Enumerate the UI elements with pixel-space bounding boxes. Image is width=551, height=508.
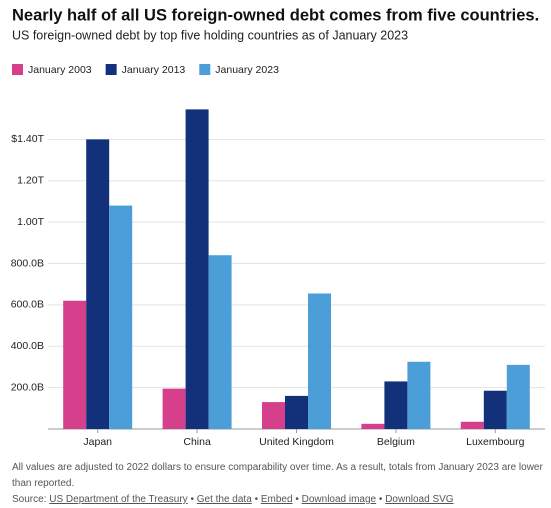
- bar: [460, 421, 484, 429]
- legend-swatch: [105, 64, 117, 75]
- bar: [63, 300, 87, 429]
- bar: [86, 139, 110, 429]
- y-tick-label: 800.0B: [11, 257, 44, 269]
- bar: [483, 390, 507, 429]
- chart-title: Nearly half of all US foreign-owned debt…: [12, 6, 539, 24]
- x-tick-label: China: [183, 436, 211, 448]
- y-tick-label: 1.00T: [17, 216, 44, 228]
- bar: [506, 364, 530, 429]
- x-tick-label: Luxembourg: [466, 436, 525, 448]
- y-tick-label: 600.0B: [11, 299, 44, 311]
- bar: [361, 423, 385, 429]
- legend-label: January 2013: [122, 64, 186, 76]
- y-tick-label: 400.0B: [11, 340, 44, 352]
- x-tick-label: Belgium: [377, 436, 415, 448]
- bar: [162, 388, 186, 429]
- chart-subtitle: US foreign-owned debt by top five holdin…: [12, 28, 408, 42]
- bar: [109, 205, 133, 429]
- x-tick-label: United Kingdom: [259, 436, 334, 448]
- y-tick-label: $1.40T: [11, 133, 44, 145]
- legend-swatch: [12, 64, 23, 75]
- x-tick-label: Japan: [83, 436, 112, 448]
- chart: Nearly half of all US foreign-owned debt…: [11, 6, 545, 448]
- legend-swatch: [199, 64, 211, 75]
- legend-label: January 2023: [215, 64, 279, 76]
- footer-note: All values are adjusted to 2022 dollars …: [12, 462, 543, 489]
- y-tick-label: 1.20T: [17, 175, 44, 187]
- y-tick-label: 200.0B: [11, 381, 44, 393]
- bar: [407, 361, 431, 429]
- bar: [208, 255, 232, 429]
- bar: [262, 402, 285, 429]
- bar: [308, 293, 331, 429]
- footer: All values are adjusted to 2022 dollars …: [12, 460, 547, 508]
- bar: [185, 109, 209, 430]
- legend-label: January 2003: [28, 64, 92, 76]
- source-line: Source: US Department of the Treasury • …: [12, 492, 547, 508]
- bar: [285, 395, 308, 429]
- bar: [384, 381, 408, 429]
